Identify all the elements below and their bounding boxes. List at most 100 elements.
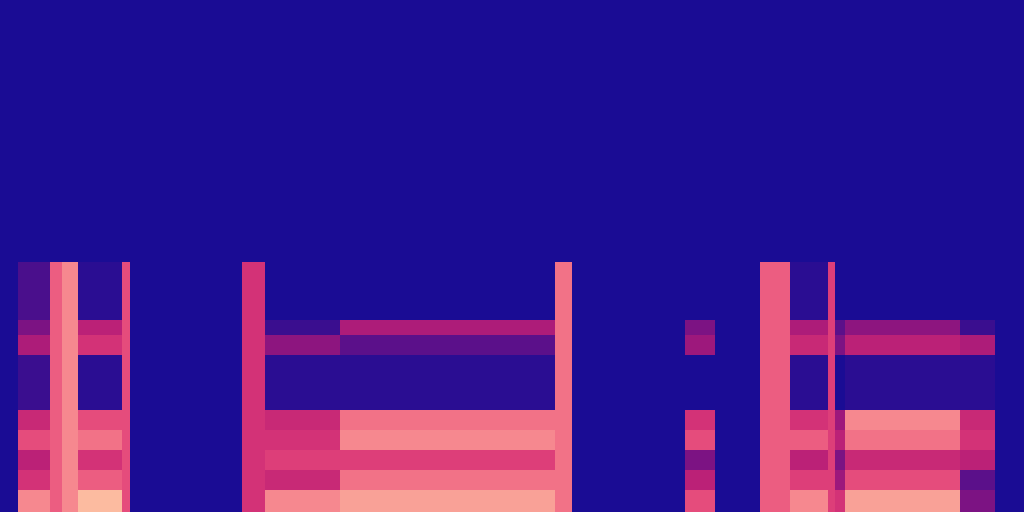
cell [18, 450, 50, 470]
cell [130, 335, 242, 355]
cell [78, 0, 122, 262]
cell [62, 355, 78, 410]
cell [845, 320, 960, 335]
cell [555, 320, 572, 335]
cell [50, 490, 62, 512]
cell [18, 0, 50, 262]
cell [62, 430, 78, 450]
cell [835, 335, 845, 355]
cell [78, 355, 122, 410]
cell [572, 320, 685, 335]
cell [760, 450, 790, 470]
cell [790, 0, 828, 262]
cell [790, 470, 828, 490]
cell [790, 262, 828, 320]
cell [122, 335, 130, 355]
plot-background [0, 0, 1024, 512]
cell [340, 355, 555, 410]
cell [960, 262, 995, 320]
cell [122, 450, 130, 470]
cell [995, 450, 1024, 470]
cell [572, 262, 685, 320]
cell [960, 490, 995, 512]
cell [572, 355, 685, 410]
cell [62, 335, 78, 355]
cell [685, 490, 715, 512]
cell [340, 410, 555, 430]
cell [242, 0, 265, 262]
cell [18, 410, 50, 430]
cell [995, 430, 1024, 450]
cell [265, 0, 340, 262]
cell [78, 490, 122, 512]
cell [122, 430, 130, 450]
cell [130, 0, 242, 262]
cell [265, 320, 340, 335]
cell [572, 470, 685, 490]
cell [130, 450, 242, 470]
cell [835, 262, 845, 320]
cell [995, 335, 1024, 355]
cell [960, 320, 995, 335]
cell [242, 490, 265, 512]
cell [130, 470, 242, 490]
cell [340, 490, 555, 512]
cell [835, 0, 845, 262]
cell [50, 262, 62, 320]
cell [845, 430, 960, 450]
cell [845, 262, 960, 320]
cell [265, 355, 340, 410]
cell [265, 490, 340, 512]
cell [62, 450, 78, 470]
cell [555, 355, 572, 410]
cell [18, 430, 50, 450]
cell [265, 430, 340, 450]
cell [130, 262, 242, 320]
cell [242, 335, 265, 355]
cell [18, 262, 50, 320]
cell [572, 410, 685, 430]
cell [760, 0, 790, 262]
cell [0, 355, 18, 410]
cell [78, 430, 122, 450]
cell [340, 335, 555, 355]
cell [760, 410, 790, 430]
cell [0, 430, 18, 450]
cell [62, 490, 78, 512]
cell [960, 410, 995, 430]
cell [265, 410, 340, 430]
cell [760, 355, 790, 410]
cell [790, 410, 828, 430]
cell [828, 355, 835, 410]
cell [62, 0, 78, 262]
cell [685, 320, 715, 335]
cell [572, 490, 685, 512]
cell [715, 0, 760, 262]
cell [78, 335, 122, 355]
cell [555, 470, 572, 490]
cell [845, 355, 960, 410]
cell [18, 470, 50, 490]
cell [340, 430, 555, 450]
cell [62, 410, 78, 430]
cell [835, 430, 845, 450]
cell [340, 450, 555, 470]
cell [242, 450, 265, 470]
cell [790, 430, 828, 450]
cell [572, 450, 685, 470]
cell [78, 410, 122, 430]
cell [340, 262, 555, 320]
cell [995, 355, 1024, 410]
cell [340, 0, 555, 262]
cell [0, 470, 18, 490]
cell [685, 470, 715, 490]
cell [555, 450, 572, 470]
cell [340, 320, 555, 335]
cell [0, 0, 18, 262]
cell [242, 470, 265, 490]
spectrogram [0, 0, 1024, 512]
cell [845, 470, 960, 490]
cell [265, 262, 340, 320]
cell [50, 0, 62, 262]
cell [50, 430, 62, 450]
